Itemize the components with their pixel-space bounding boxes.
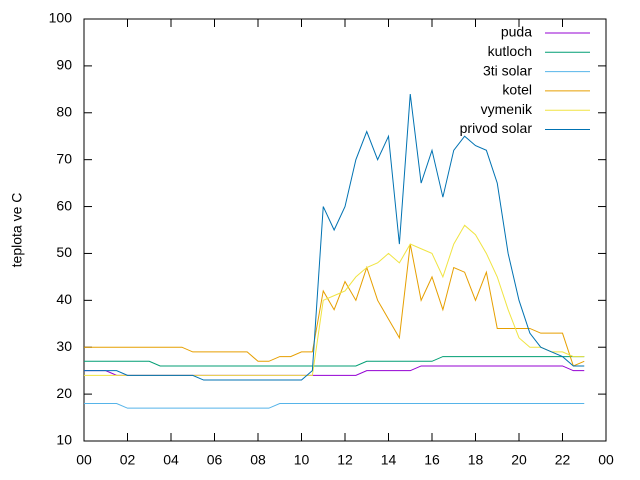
series-line [84,224,585,376]
legend-label: vymenik [481,101,533,117]
y-tick-label: 70 [56,150,72,166]
y-tick-label: 90 [56,57,72,73]
y-tick-label: 20 [56,385,72,401]
x-tick-label: 12 [337,452,353,468]
legend-label: 3ti solar [483,62,532,78]
x-tick-label: 14 [381,452,397,468]
series-line [84,356,585,367]
x-tick-label: 00 [598,452,614,468]
legend-label: puda [501,24,532,40]
x-tick-label: 16 [424,452,440,468]
x-tick-label: 08 [250,452,266,468]
y-tick-label: 30 [56,338,72,354]
plot-border [83,18,607,442]
legend-label: kotel [502,82,532,98]
y-tick-label: 80 [56,103,72,119]
series-line [84,243,585,367]
y-tick-label: 40 [56,291,72,307]
series-line [84,365,585,376]
legend-label: kutloch [488,43,532,59]
y-tick-label: 60 [56,197,72,213]
x-tick-label: 10 [294,452,310,468]
y-tick-label: 100 [49,10,73,26]
series-line [84,402,585,409]
x-tick-label: 06 [207,452,223,468]
x-tick-label: 18 [468,452,484,468]
x-tick-label: 20 [511,452,527,468]
series-line [84,93,585,381]
x-tick-label: 04 [163,452,179,468]
y-tick-label: 10 [56,432,72,448]
y-tick-label: 50 [56,244,72,260]
y-axis-label: teplota ve C [9,193,25,268]
x-tick-label: 00 [76,452,92,468]
legend-label: privod solar [460,120,533,136]
x-tick-label: 22 [555,452,571,468]
x-tick-label: 02 [120,452,136,468]
